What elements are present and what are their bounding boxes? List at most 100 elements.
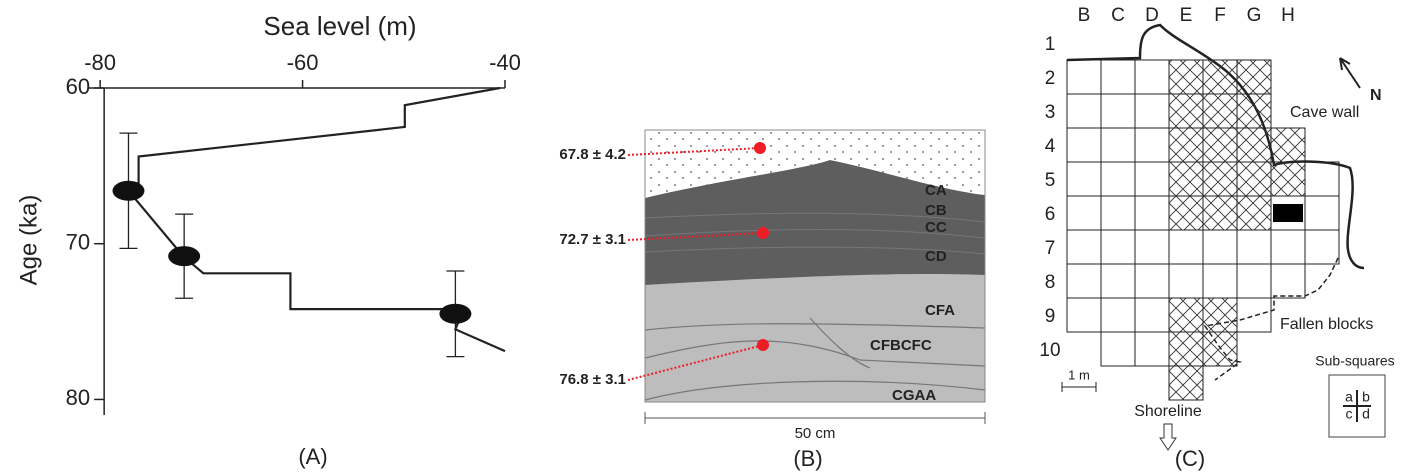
panel-label: (C): [1175, 446, 1206, 471]
sub-squares-title: Sub-squares: [1315, 353, 1394, 369]
sand-dots: [645, 130, 985, 198]
layer-label: CD: [925, 248, 947, 265]
y-tick-label: 80: [66, 385, 90, 410]
layer-lines: [644, 212, 986, 255]
grid-square: [1270, 263, 1306, 299]
row-label: 8: [1045, 272, 1056, 293]
grid-square: [1100, 195, 1136, 231]
date-label: 76.8 ± 3.1: [559, 371, 626, 388]
section-panel: 67.8 ± 4.2 72.7 ± 3.1 76.8 ± 3.1 CA CB C…: [559, 129, 986, 471]
grid-square: [1100, 161, 1136, 197]
grid-square: [1236, 93, 1272, 129]
sub-squares-box: [1328, 374, 1386, 438]
north-label: N: [1370, 87, 1382, 104]
grid-square: [1236, 127, 1272, 163]
grid-square: [1100, 127, 1136, 163]
shoreline-arrow: [1159, 423, 1177, 451]
grid-square: [1134, 263, 1170, 299]
x-tick-label: -80: [84, 50, 116, 75]
grid-square: [1270, 127, 1306, 163]
grid-square: [1100, 263, 1136, 299]
layer-lines: [644, 317, 986, 401]
date-point: [168, 246, 201, 267]
y-tick-label: 70: [66, 230, 90, 255]
grid-square: [1202, 195, 1238, 231]
sub-square-label: c: [1346, 406, 1353, 422]
cave-wall-label: Cave wall: [1290, 104, 1359, 121]
row-label: 3: [1045, 102, 1056, 123]
scale-bar: [1061, 382, 1097, 392]
section-frame: [644, 129, 986, 403]
grid-square: [1236, 263, 1272, 299]
date-label: 67.8 ± 4.2: [559, 146, 626, 163]
grid-square: [1270, 161, 1306, 197]
grid-square: [1168, 127, 1204, 163]
grid-square: [1236, 161, 1272, 197]
grid-square: [1236, 59, 1272, 95]
grid-square: [1270, 229, 1306, 265]
date-label: 72.7 ± 3.1: [559, 231, 626, 248]
grid-square: [1236, 229, 1272, 265]
grid-square: [1304, 195, 1340, 231]
scale-bar: [644, 412, 986, 424]
leader: [627, 232, 764, 241]
sample: [757, 339, 769, 351]
grid-square: [1066, 229, 1102, 265]
grid-square: [1134, 229, 1170, 265]
row-label: 1: [1045, 34, 1056, 55]
layer-label: CFA: [925, 302, 955, 319]
grid-square: [1304, 229, 1340, 265]
grid-square: [1236, 195, 1272, 231]
grid-square: [1202, 127, 1238, 163]
x-tick-label: -60: [287, 50, 319, 75]
row-label: 9: [1045, 306, 1056, 327]
grid-square: [1134, 195, 1170, 231]
sub-squares-cross: [1343, 390, 1371, 422]
excavated-fill: [1273, 204, 1303, 222]
row-label: 4: [1045, 136, 1056, 157]
layer-label: CA: [925, 182, 947, 199]
grid-square: [1066, 297, 1102, 333]
column-label: C: [1111, 5, 1125, 26]
grid-square: [1134, 297, 1170, 333]
row-label: 2: [1045, 68, 1056, 89]
row-label: 7: [1045, 238, 1056, 259]
fallen-blocks-label: Fallen blocks: [1280, 316, 1373, 333]
row-label: 5: [1045, 170, 1056, 191]
y-tick-label: 60: [66, 74, 90, 99]
column-label: H: [1281, 5, 1295, 26]
grid-square: [1100, 331, 1136, 367]
grid-square: [1202, 263, 1238, 299]
scale-label: 1 m: [1068, 367, 1090, 382]
plan-panel: Cave wall N Fallen blocks 1 m Shoreline …: [1039, 5, 1394, 471]
column-label: F: [1214, 5, 1226, 26]
date-point: [112, 180, 145, 201]
grid-square: [1066, 93, 1102, 129]
sub-square-label: b: [1362, 389, 1370, 405]
scale-label: 50 cm: [795, 425, 836, 442]
grid-square: [1168, 195, 1204, 231]
date-point: [439, 303, 472, 324]
grid-square: [1168, 365, 1204, 401]
layer-label: CC: [925, 219, 947, 236]
column-label: G: [1247, 5, 1262, 26]
layer-label: CFBCFC: [870, 337, 932, 354]
x-axis-title: Sea level (m): [263, 11, 416, 41]
grid-square: [1100, 229, 1136, 265]
grid-square: [1202, 229, 1238, 265]
column-label: D: [1145, 5, 1159, 26]
layer-label: CGAA: [892, 387, 936, 404]
grid-square: [1168, 331, 1204, 367]
grid-square: [1168, 263, 1204, 299]
grid-square: [1100, 93, 1136, 129]
shoreline-label: Shoreline: [1134, 403, 1202, 420]
row-label: 10: [1039, 340, 1060, 361]
grid-square: [1066, 263, 1102, 299]
grid-square: [1134, 331, 1170, 367]
grid-square: [1066, 195, 1102, 231]
grid-square: [1304, 161, 1340, 197]
grid-square: [1134, 127, 1170, 163]
grid-square: [1202, 297, 1238, 333]
grid-square: [1134, 161, 1170, 197]
